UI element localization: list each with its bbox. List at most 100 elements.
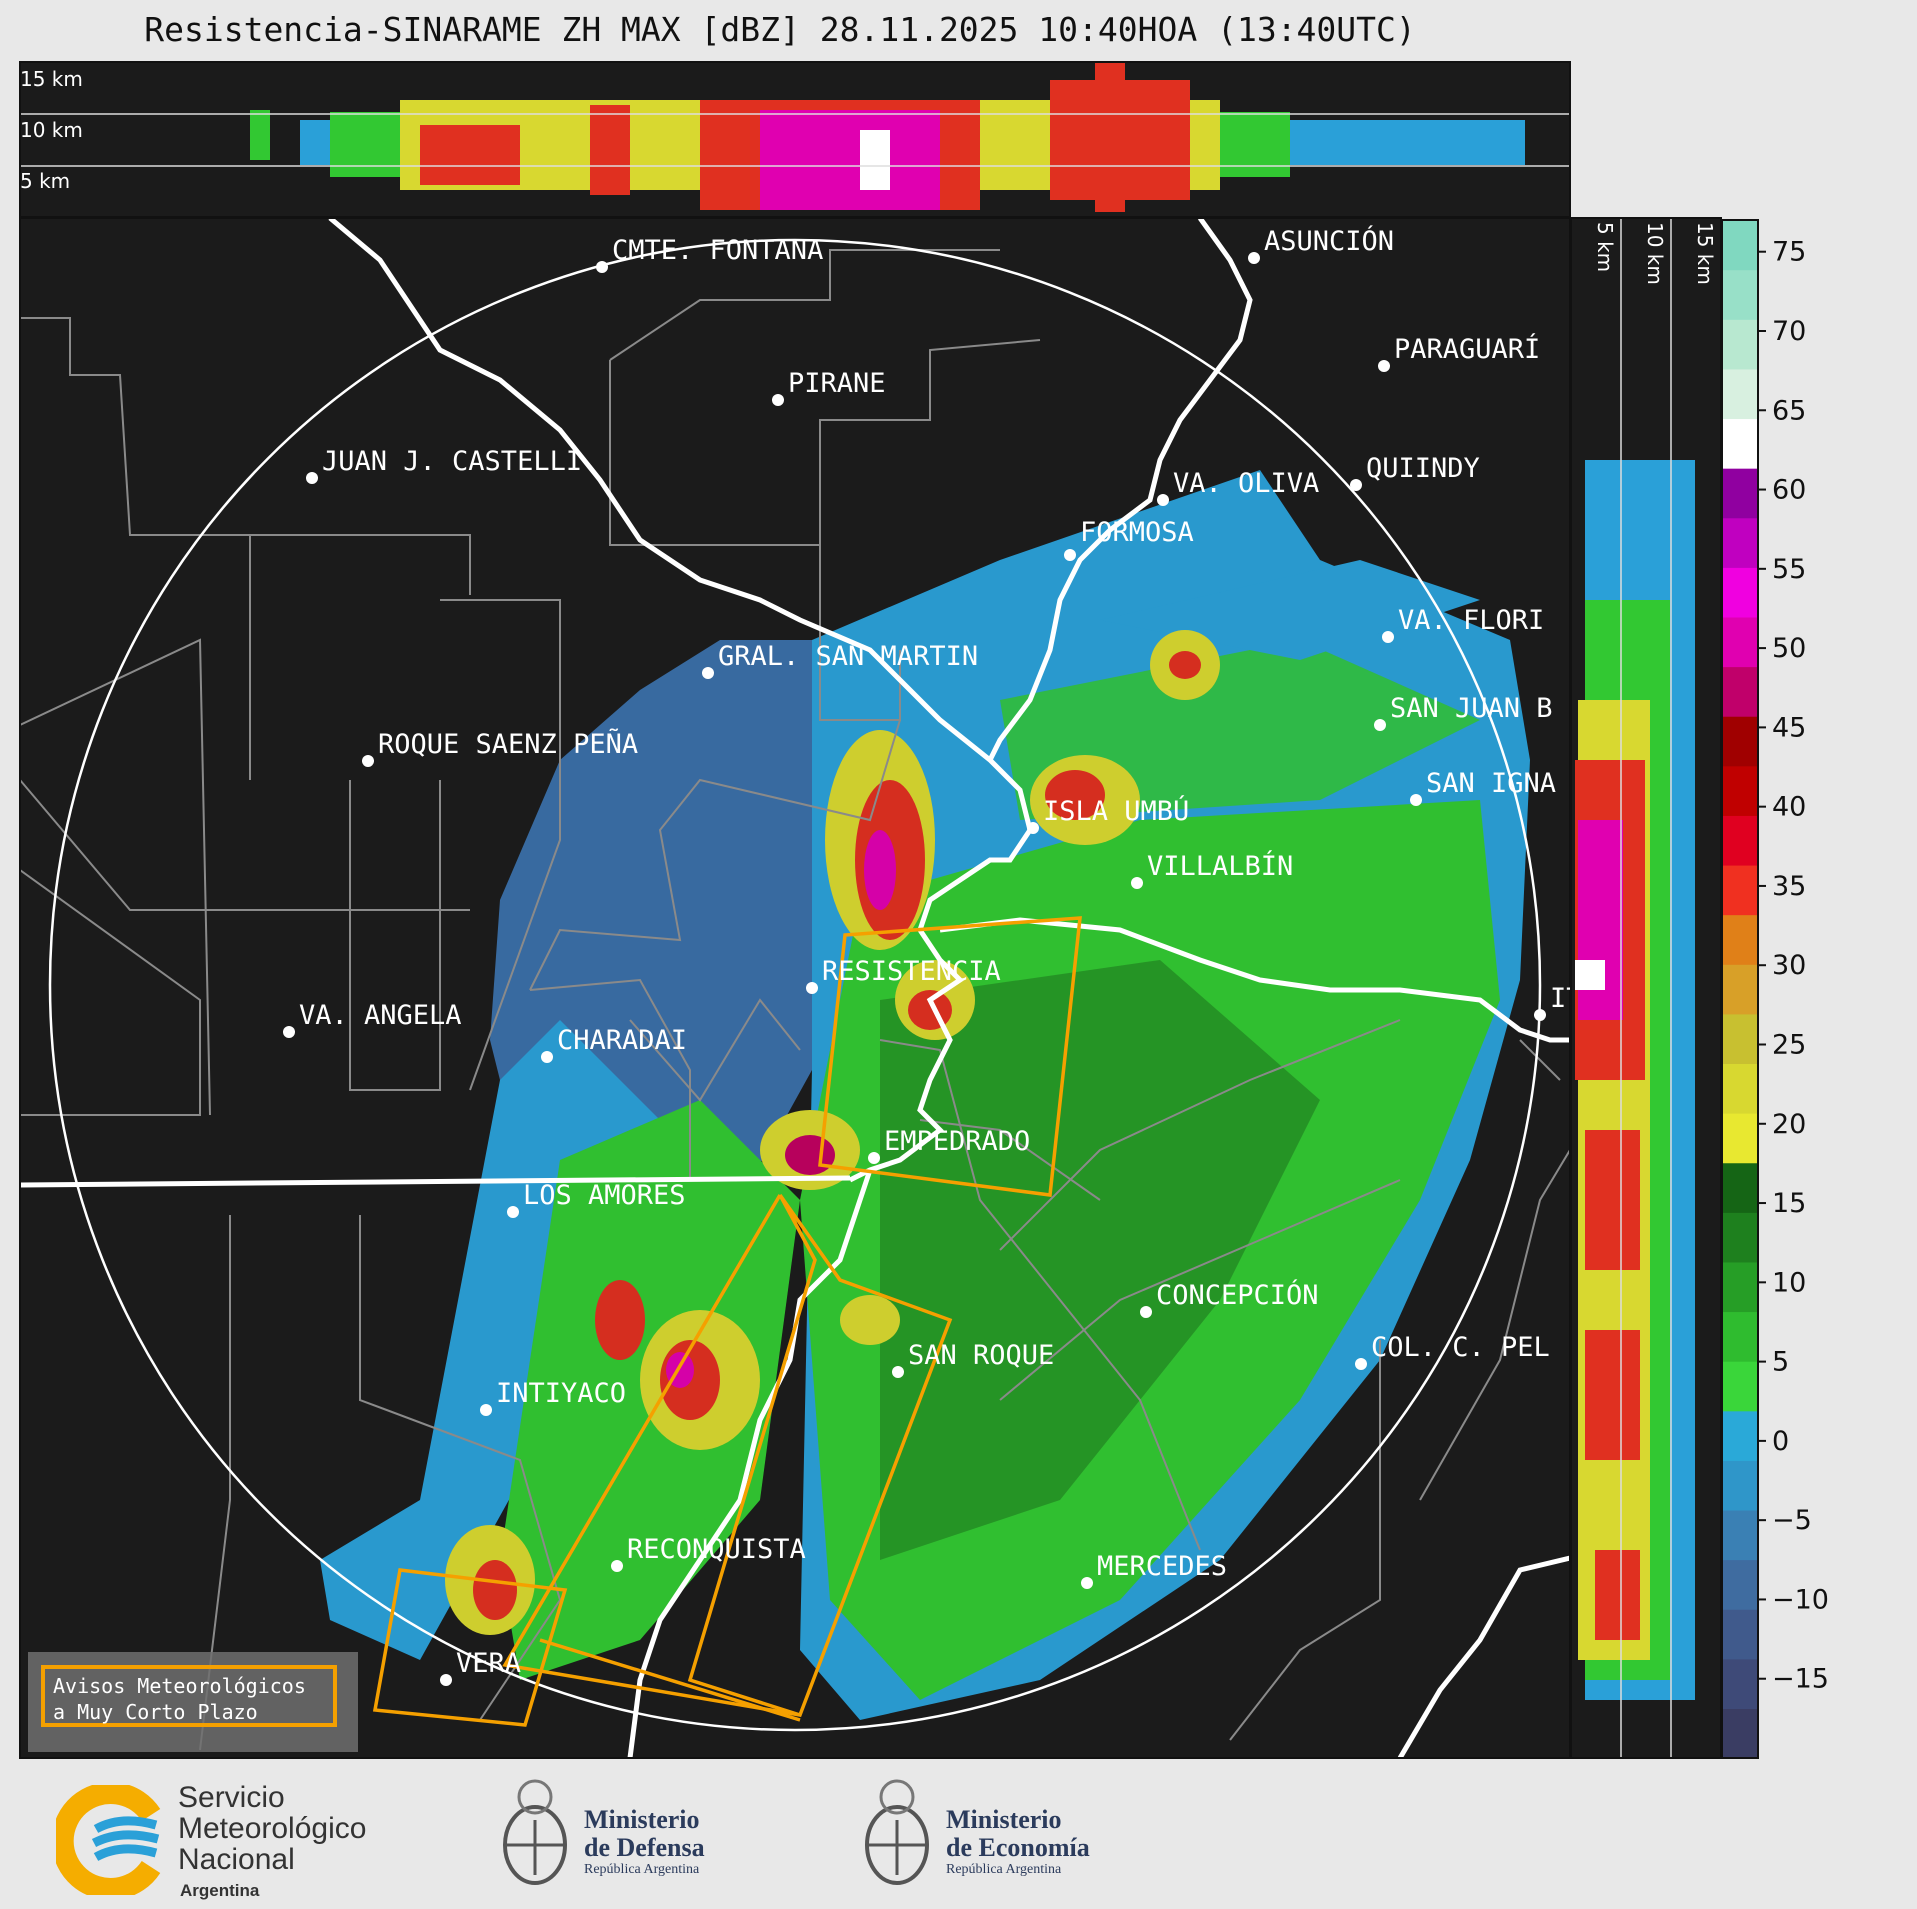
city-label: RECONQUISTA <box>627 1534 806 1565</box>
colorbar-tick-label: 45 <box>1772 712 1806 743</box>
colorbar-swatch <box>1722 468 1758 519</box>
radar-range-circle <box>48 238 1542 1732</box>
colorbar-tick-label: 65 <box>1772 395 1806 426</box>
city-label: SAN IGNA <box>1426 768 1556 799</box>
warning-legend: Avisos Meteorológicos a Muy Corto Plazo <box>28 1652 358 1752</box>
top-height-label: 15 km <box>20 67 83 91</box>
city-label: VA. FLORI <box>1398 605 1544 636</box>
city-marker <box>702 667 714 679</box>
colorbar-tick-label: 5 <box>1772 1347 1789 1378</box>
colorbar-tick-label: 55 <box>1772 554 1806 585</box>
colorbar-swatch <box>1722 1063 1758 1114</box>
city-marker <box>1378 360 1390 372</box>
city-label: CHARADAI <box>557 1025 687 1056</box>
economia-logo-text: Ministerio de Economía República Argenti… <box>946 1805 1090 1878</box>
colorbar-swatch <box>1722 1361 1758 1412</box>
colorbar-swatch <box>1722 1708 1758 1759</box>
city-marker <box>541 1051 553 1063</box>
city-label: MERCEDES <box>1097 1551 1227 1582</box>
defensa-logo-text: Ministerio de Defensa República Argentin… <box>584 1805 705 1878</box>
city-label: JUAN J. CASTELLI <box>322 446 582 477</box>
rivers <box>20 218 1570 1758</box>
colorbar-swatch <box>1722 269 1758 320</box>
city-label: EMPEDRADO <box>884 1126 1030 1157</box>
side-height-label: 10 km <box>1643 222 1667 285</box>
city-label: VA. OLIVA <box>1173 468 1319 499</box>
colorbar-swatch <box>1722 1162 1758 1213</box>
colorbar-swatch <box>1722 418 1758 469</box>
colorbar-swatch <box>1722 1311 1758 1362</box>
coat-of-arms-icon <box>503 1779 567 1885</box>
colorbar-tick-label: −5 <box>1772 1505 1812 1536</box>
colorbar-swatch <box>1722 1509 1758 1561</box>
city-label: VILLALBÍN <box>1147 850 1293 882</box>
colorbar-tick-label: 35 <box>1772 871 1806 902</box>
colorbar-swatch <box>1722 964 1758 1015</box>
colorbar-tick-label: 10 <box>1772 1267 1806 1298</box>
city-marker <box>1248 252 1260 264</box>
colorbar-tick-label: 15 <box>1772 1188 1806 1219</box>
colorbar-swatch <box>1722 1261 1758 1313</box>
smn-logo-icon <box>56 1785 161 1895</box>
city-marker <box>1027 822 1039 834</box>
colorbar-tick-label: 0 <box>1772 1426 1789 1457</box>
colorbar-tick-label: 50 <box>1772 633 1806 664</box>
colorbar-swatch <box>1722 368 1758 420</box>
city-marker <box>440 1674 452 1686</box>
colorbar-swatch <box>1722 319 1758 370</box>
colorbar-tick-label: 20 <box>1772 1109 1806 1140</box>
city-label: CONCEPCIÓN <box>1156 1279 1319 1311</box>
coat-of-arms-icon <box>865 1779 929 1885</box>
city-label: SAN ROQUE <box>908 1340 1054 1371</box>
colorbar-swatch <box>1722 220 1758 271</box>
colorbar-swatch <box>1722 914 1758 965</box>
colorbar-tick-label: −15 <box>1772 1664 1829 1695</box>
colorbar-tick-label: 70 <box>1772 316 1806 347</box>
city-label: ASUNCIÓN <box>1264 225 1394 257</box>
city-label: CMTE. FONTANA <box>612 235 823 266</box>
city-marker <box>1374 719 1386 731</box>
city-label: LOS AMORES <box>523 1180 686 1211</box>
city-labels: CMTE. FONTANA ASUNCIÓN PARAGUARÍ PIRANE JUAN… <box>283 225 1583 1686</box>
colorbar-swatch <box>1722 1113 1758 1164</box>
colorbar-swatch <box>1722 1460 1758 1511</box>
colorbar-swatch <box>1722 765 1758 816</box>
city-label: VA. ANGELA <box>299 1000 462 1031</box>
side-height-label: 5 km <box>1593 222 1617 272</box>
city-marker <box>1382 631 1394 643</box>
city-marker <box>507 1206 519 1218</box>
top-height-label: 10 km <box>20 118 83 142</box>
top-height-profile: 15 km 10 km 5 km <box>19 61 1571 218</box>
colorbar-swatch <box>1722 517 1758 568</box>
city-label: SAN JUAN B <box>1390 693 1553 724</box>
colorbar-tick-label: 40 <box>1772 792 1806 823</box>
chart-title: Resistencia-SINARAME ZH MAX [dBZ] 28.11.… <box>144 10 1416 49</box>
city-label: GRAL. SAN MARTIN <box>718 641 978 672</box>
colorbar-tick-label: 60 <box>1772 475 1806 506</box>
colorbar-swatches <box>1722 220 1758 1759</box>
colorbar-swatch <box>1722 1658 1758 1709</box>
colorbar-swatch <box>1722 666 1758 717</box>
city-marker <box>1350 479 1362 491</box>
convective-cores <box>445 630 1220 1635</box>
city-label: COL. C. PEL <box>1371 1332 1550 1363</box>
city-marker <box>306 472 318 484</box>
city-marker <box>868 1152 880 1164</box>
colorbar-swatch <box>1722 1609 1758 1660</box>
city-label: FORMOSA <box>1080 517 1194 548</box>
city-marker <box>1081 1577 1093 1589</box>
city-label: RESISTENCIA <box>822 956 1001 987</box>
city-marker <box>1534 1009 1546 1021</box>
colorbar-tick-label: 30 <box>1772 950 1806 981</box>
city-marker <box>1410 794 1422 806</box>
colorbar-tick-label: 25 <box>1772 1029 1806 1060</box>
legend-line: Avisos Meteorológicos <box>53 1674 306 1698</box>
city-marker <box>772 394 784 406</box>
top-height-label: 5 km <box>20 169 70 193</box>
side-height-profile: 5 km 10 km 15 km <box>1570 217 1722 1759</box>
legend-line: a Muy Corto Plazo <box>53 1700 258 1724</box>
city-label: ROQUE SAENZ PEÑA <box>378 728 638 760</box>
colorbar-swatch <box>1722 616 1758 668</box>
